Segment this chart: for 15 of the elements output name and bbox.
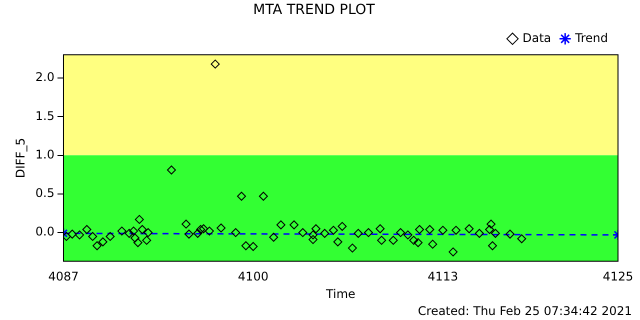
y-tick-label: 2.0 — [35, 70, 54, 84]
x-tick-label: 4100 — [238, 270, 268, 284]
text: Created: Thu Feb 25 07:34:42 2021 — [418, 304, 632, 318]
x-tick-label: 4087 — [48, 270, 79, 284]
y-tick-label: 1.5 — [35, 108, 54, 123]
chart-title: MTA TREND PLOT — [253, 2, 376, 18]
legend-label: Trend — [574, 30, 608, 45]
x-tick-label: 4125 — [602, 270, 634, 284]
legend-label: Data — [522, 30, 552, 45]
y-tick-label: 0.0 — [35, 224, 54, 239]
y-axis-title: DIFF_5 — [13, 138, 28, 178]
x-tick-label: 4113 — [428, 270, 458, 284]
y-tick-label: 0.5 — [35, 186, 54, 200]
x-axis-title: Time — [325, 286, 356, 301]
y-tick-label: 1.0 — [35, 147, 54, 162]
